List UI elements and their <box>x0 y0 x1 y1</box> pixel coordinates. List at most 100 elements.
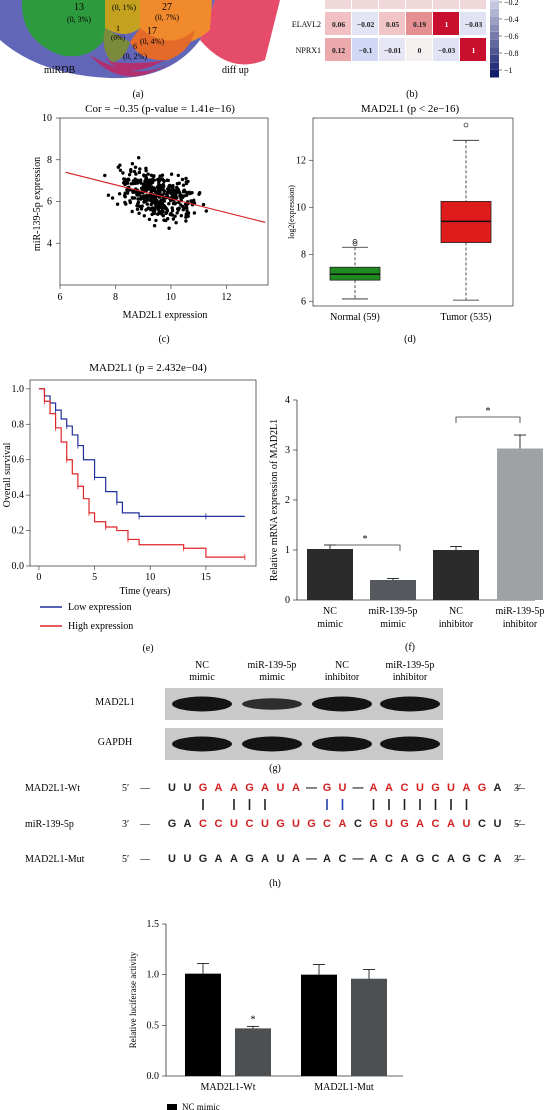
bari-ylabel: Relative luciferase activity <box>128 951 138 1048</box>
scatter-point <box>139 195 143 199</box>
venn-diagram: 13 (0, 3%) (0, 1%) 27 (0, 7%) 1 (0%) 17 … <box>0 0 280 79</box>
scatter-point <box>165 190 170 194</box>
scatter-point <box>170 206 174 210</box>
heatmap-cell <box>325 38 351 61</box>
seq-base-wt: A <box>292 782 300 794</box>
scatter-point <box>179 203 183 207</box>
barf-bar <box>370 580 416 600</box>
scatter-point <box>133 165 138 169</box>
scatter-point <box>165 194 169 198</box>
venn-pct-1: (0, 3%) <box>67 15 91 24</box>
scatter-point <box>144 180 148 184</box>
km-ytick-label: 0.2 <box>12 526 25 537</box>
bari-sig-mark: * <box>251 1014 256 1025</box>
barf-bar <box>307 549 353 600</box>
scatter-point <box>132 169 137 174</box>
scatter-point <box>177 200 181 205</box>
seq-base-mut: G <box>416 853 425 865</box>
colorbar-tick-label: −0.2 <box>504 0 519 7</box>
barf-ytick-label: 0 <box>285 595 290 606</box>
heatmap-cell-value: −0.03 <box>465 20 483 29</box>
box-title: MAD2L1 (p < 2e−16) <box>361 103 460 115</box>
colorbar-segment <box>490 16 499 25</box>
seq-dash: — <box>514 783 526 794</box>
bari-bar <box>185 973 221 1076</box>
scatter-point <box>152 174 156 178</box>
blot-band <box>172 736 232 752</box>
colorbar-segment <box>490 0 499 2</box>
box-ytick-label: 8 <box>301 249 306 260</box>
luciferase-bar-chart: Relative luciferase activity NC mimic 0.… <box>128 919 403 1110</box>
seq-base-mir: G <box>168 818 177 830</box>
scatter-point <box>162 191 166 196</box>
scatter-point <box>173 214 177 218</box>
seq-base-wt: A <box>370 782 378 794</box>
scatter-xtick-label: 12 <box>221 292 231 303</box>
scatter-point <box>161 204 165 208</box>
box-ytick-label: 12 <box>296 155 306 166</box>
seq-base-mir: A <box>416 818 424 830</box>
blot-col-label2: mimic <box>259 672 285 683</box>
seq-base-mut: A <box>447 853 455 865</box>
scatter-point <box>159 186 163 191</box>
seq-base-mut: A <box>261 853 269 865</box>
heatmap-cell <box>406 38 432 61</box>
colorbar-tick-label: −0.6 <box>504 32 519 41</box>
scatter-point <box>184 176 188 181</box>
heatmap-cell <box>352 12 378 35</box>
heatmap-cell-value: 0 <box>418 46 422 55</box>
seq-base-mut: A <box>494 853 502 865</box>
scatter-point <box>174 221 178 225</box>
scatter-title: Cor = −0.35 (p-value = 1.41e−16) <box>85 103 235 115</box>
heatmap-cell <box>433 12 459 35</box>
scatter-point <box>181 183 186 187</box>
seq-name-mir: miR-139-5p <box>25 819 74 830</box>
box-outlier <box>352 239 358 244</box>
scatter-point <box>173 201 177 205</box>
scatter-point <box>187 191 191 195</box>
scatter-point <box>150 200 154 205</box>
seq-base-mir: C <box>199 818 207 830</box>
seq-base-mir: U <box>292 818 300 830</box>
caption-c: (c) <box>158 334 169 345</box>
scatter-point <box>154 218 158 223</box>
seq-base-mir: C <box>246 818 254 830</box>
blot-row-gapdh: GAPDH <box>98 737 132 748</box>
bari-group-label: MAD2L1-Mut <box>314 1082 374 1093</box>
scatter-point <box>164 210 169 215</box>
blot-band <box>312 736 372 752</box>
scatter-point <box>153 195 158 199</box>
seq-base-wt: G <box>245 782 254 794</box>
bari-bar <box>351 978 387 1076</box>
venn-region-4 <box>103 28 130 62</box>
blot-band <box>380 736 440 752</box>
bari-ytick-label: 1.0 <box>147 970 160 981</box>
box-ytick-label: 10 <box>296 202 306 213</box>
venn-pct-4: (0%) <box>111 34 126 42</box>
scatter-point <box>123 182 128 186</box>
scatter-point <box>123 200 127 205</box>
scatter-xtick-label: 10 <box>166 292 176 303</box>
seq-base-mut: U <box>168 853 176 865</box>
bari-bar <box>235 1028 271 1076</box>
caption-b: (b) <box>406 89 418 100</box>
venn-region-6 <box>105 58 165 71</box>
heatmap-cell <box>352 0 378 9</box>
scatter-xtick-label: 8 <box>113 292 118 303</box>
scatter-point <box>121 171 125 175</box>
scatter-point <box>166 178 170 183</box>
blot-col-label: miR-139-5p <box>248 660 297 671</box>
scatter-point <box>168 188 173 192</box>
scatter-point <box>180 177 185 182</box>
scatter-point <box>131 181 136 186</box>
seq-p3-mut: 3′ <box>514 854 521 865</box>
seq-base-mut: — <box>353 853 364 865</box>
seq-dash: — <box>514 819 526 830</box>
colorbar-segment <box>490 70 499 78</box>
blot-band <box>380 696 440 712</box>
venn-region-6b <box>90 55 175 77</box>
scatter-point <box>180 194 184 199</box>
heatmap-row-label: ELAVL2 <box>292 20 321 29</box>
seq-base-mut: G <box>199 853 208 865</box>
venn-count-3: 27 <box>162 2 172 13</box>
